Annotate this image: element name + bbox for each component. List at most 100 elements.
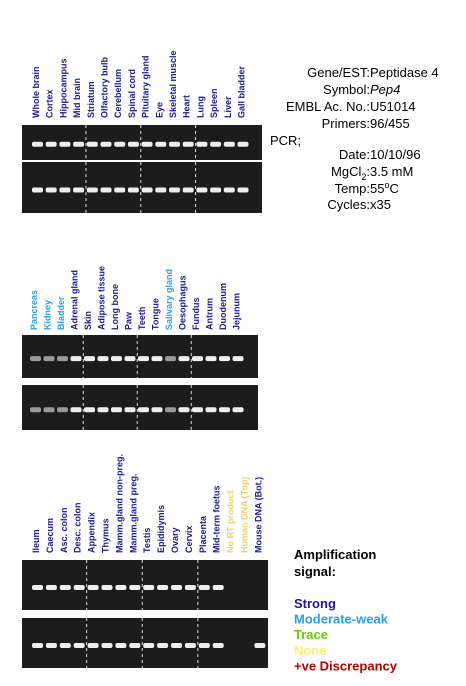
band (237, 141, 249, 147)
info-value: U51014 (370, 99, 416, 114)
lane-label: Oesophagus (178, 275, 188, 330)
lane-label: Olfactory bulb (100, 56, 110, 118)
info-label: MgCl2: (331, 164, 370, 182)
info-value: x35 (370, 197, 391, 212)
lane-label: Caecum (45, 518, 55, 553)
band (182, 141, 194, 147)
info-value: 10/10/96 (370, 147, 421, 162)
lane-label: Adrenal gland (70, 270, 80, 330)
gel (22, 162, 262, 213)
info-label: Date: (339, 147, 370, 162)
band (70, 356, 82, 362)
band (43, 356, 55, 362)
band (178, 407, 190, 413)
band (59, 643, 71, 648)
band (87, 643, 99, 648)
band (232, 356, 244, 362)
band (237, 187, 249, 193)
band (223, 141, 235, 147)
band (97, 407, 109, 413)
lane-label: Placenta (198, 515, 208, 553)
band (138, 356, 149, 362)
legend-item: Moderate-weak (294, 612, 389, 627)
band (127, 141, 139, 147)
info-label: EMBL Ac. No.: (286, 99, 370, 114)
lane-label: Pituitary gland (141, 55, 151, 118)
lane-label: Heart (182, 95, 192, 118)
lane-label: Eye (154, 102, 164, 118)
lane-label: Mamm.gland non-preg. (114, 454, 124, 553)
lane-label: Skin (83, 311, 93, 330)
lane-label: Cervix (184, 525, 194, 553)
band (155, 141, 167, 147)
band (30, 356, 41, 362)
lane-label: Human DNA (Top) (240, 477, 250, 554)
lane-label: Whole brain (31, 67, 41, 119)
legend-title: signal: (294, 564, 336, 579)
band (59, 585, 71, 590)
lane-label: Thymus (101, 518, 111, 553)
lane-label: Lung (195, 96, 205, 118)
lane-label: Appendix (87, 512, 97, 553)
band (32, 643, 43, 648)
band (143, 585, 155, 590)
lane-label: Ileum (31, 529, 41, 553)
info-value: 3.5 mM (370, 164, 413, 179)
band (97, 356, 109, 362)
info-sub: 2 (361, 172, 366, 182)
band (32, 141, 43, 147)
lane-label: Adipose tissue (97, 266, 107, 330)
band (101, 643, 113, 648)
lane-label: Desc. colon (73, 502, 83, 553)
gel (22, 618, 268, 668)
band (32, 187, 43, 193)
band (157, 585, 169, 590)
band (86, 187, 98, 193)
band (45, 141, 57, 147)
band (205, 407, 217, 413)
legend-item: +ve Discrepancy (294, 658, 398, 673)
lane-label: Tongue (151, 298, 161, 330)
band (73, 585, 85, 590)
lane-label: Mid-term foetus (212, 486, 222, 554)
band (100, 141, 112, 147)
band (210, 187, 222, 193)
band (182, 187, 194, 193)
lane-label: Liver (223, 96, 233, 118)
band (57, 356, 68, 362)
band (100, 187, 112, 193)
band (212, 585, 224, 590)
lane-label: Spinal cord (127, 69, 137, 118)
legend-item: Trace (294, 627, 328, 642)
band (84, 407, 95, 413)
info-label: Cycles: (327, 197, 370, 212)
band (111, 356, 122, 362)
band (129, 585, 141, 590)
band (115, 585, 127, 590)
band (178, 356, 190, 362)
info-sup: o (384, 180, 389, 190)
band (45, 187, 57, 193)
band (205, 356, 217, 362)
band (114, 141, 126, 147)
band (223, 187, 235, 193)
band (138, 407, 149, 413)
band (86, 141, 98, 147)
lane-label: Long bone (110, 284, 120, 330)
lane-label: Gall bladder (237, 65, 247, 118)
band (198, 585, 210, 590)
lane-label: Duodenum (218, 283, 228, 330)
band (127, 187, 139, 193)
band (30, 407, 41, 413)
info-value: Pep4 (370, 82, 400, 97)
band (232, 407, 244, 413)
legend-title: Amplification (294, 547, 376, 562)
band (101, 585, 113, 590)
band (210, 141, 222, 147)
legend-item: None (294, 643, 327, 658)
lane-label: Epididymis (156, 505, 166, 553)
info-value: 55oC (370, 180, 399, 196)
band (151, 356, 163, 362)
band (59, 187, 71, 193)
lane-label: Spleen (209, 88, 219, 118)
